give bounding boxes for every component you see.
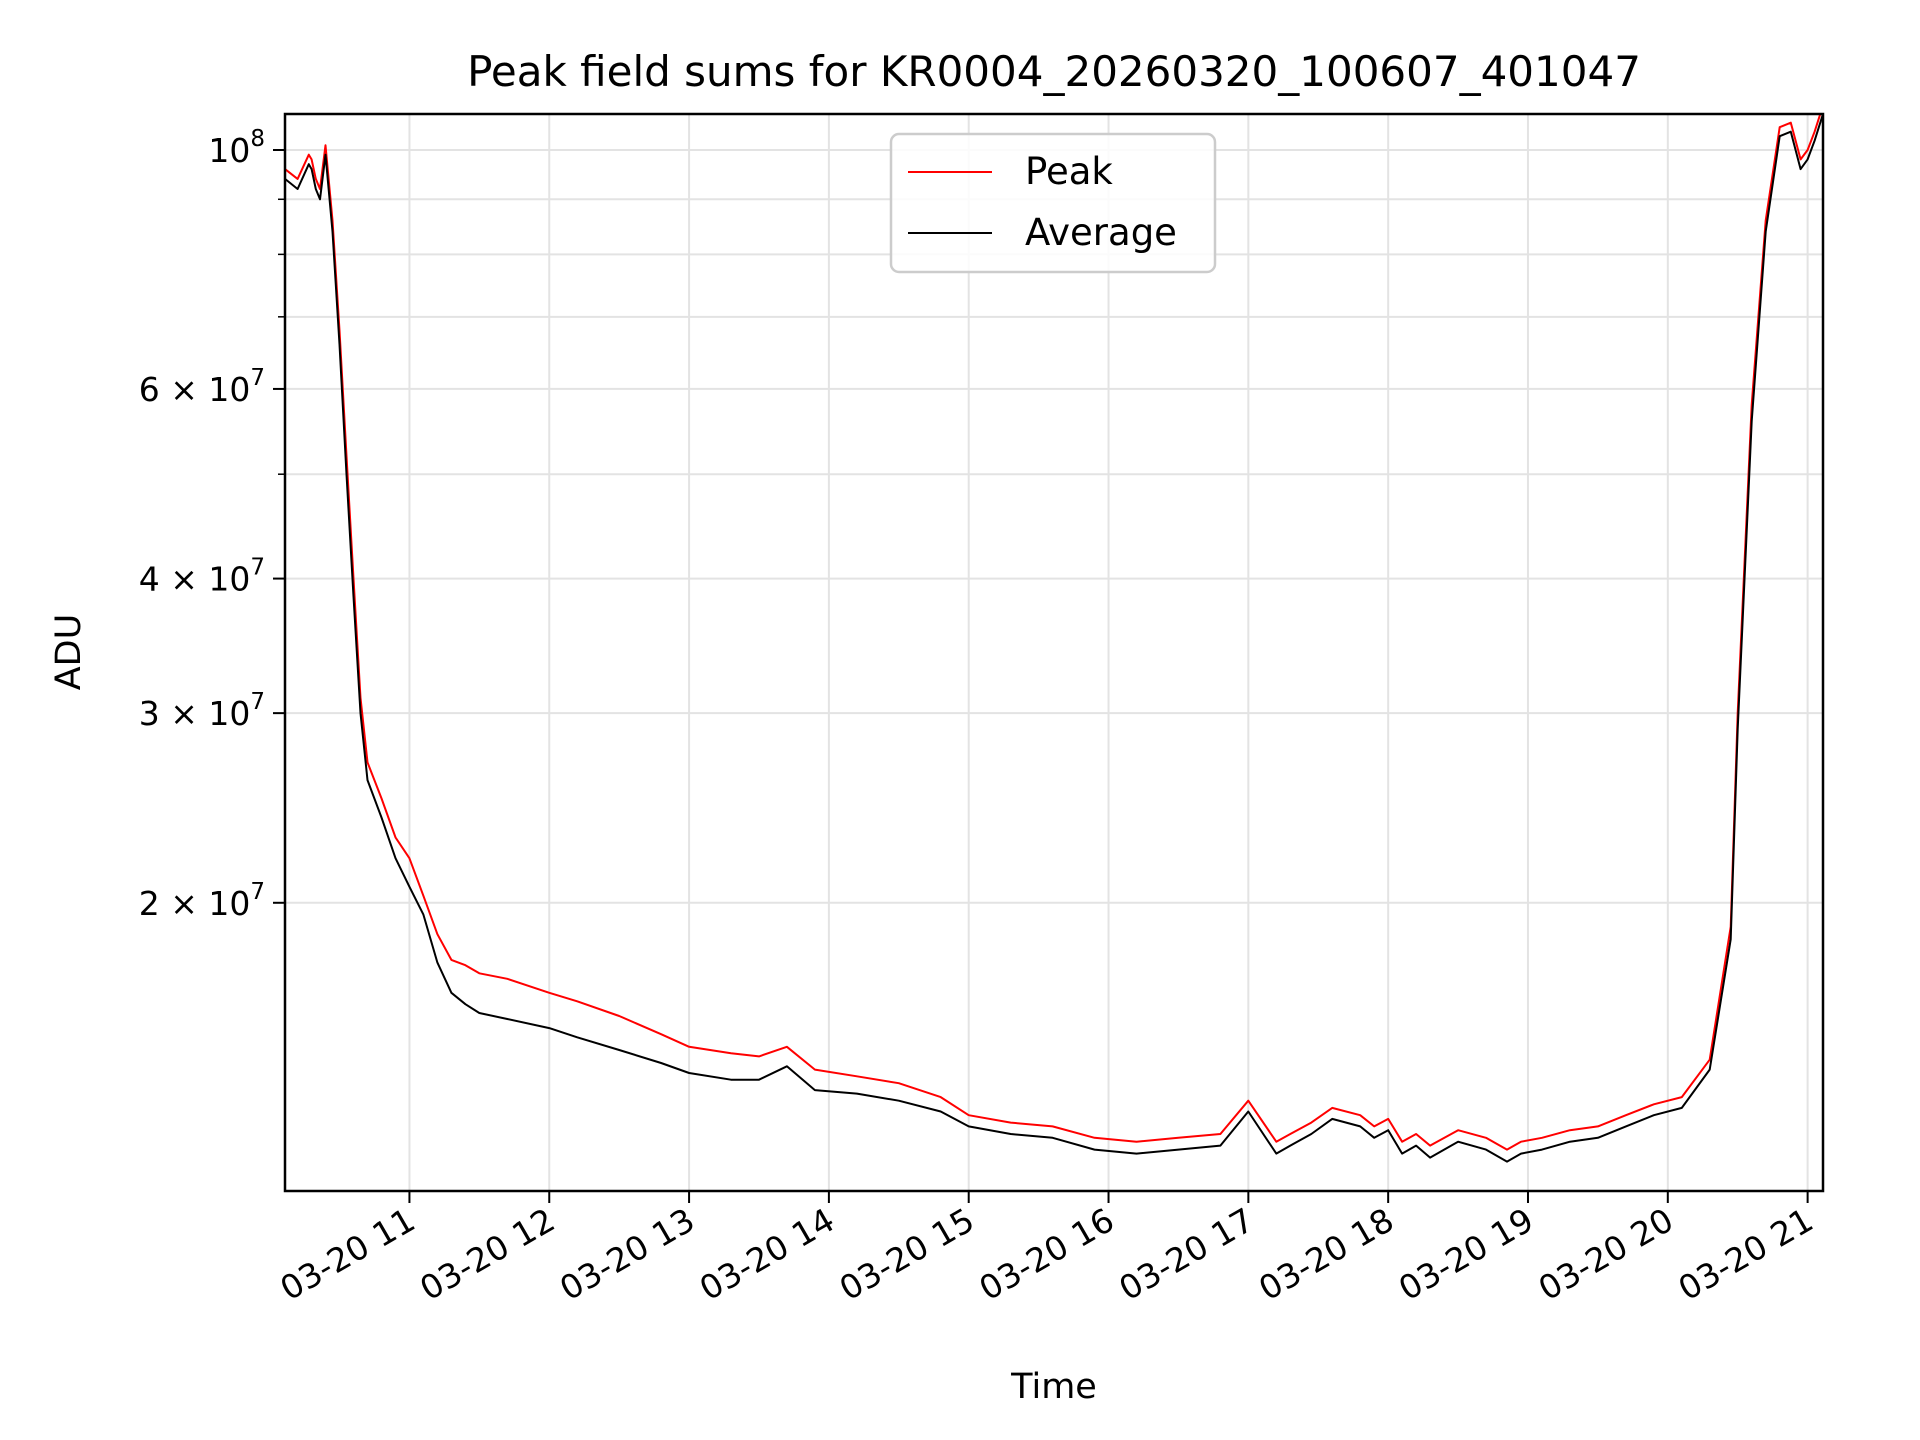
series-line-average <box>285 114 1823 1163</box>
x-tick-label: 03-20 15 <box>833 1200 981 1308</box>
legend-label-peak: Peak <box>1025 150 1113 193</box>
y-tick-label: 108 <box>208 126 265 170</box>
grid <box>285 114 1823 1191</box>
series-layer <box>285 114 1823 1163</box>
x-tick-label: 03-20 17 <box>1112 1200 1260 1308</box>
x-tick-label: 03-20 16 <box>973 1200 1121 1308</box>
x-tick-label: 03-20 18 <box>1252 1200 1400 1308</box>
y-axis-label: ADU <box>49 614 89 691</box>
legend: Peak Average <box>889 132 1217 274</box>
y-tick-label: 6 × 107 <box>139 365 265 409</box>
series-line-peak <box>285 114 1822 1151</box>
y-tick-label: 3 × 107 <box>139 689 265 733</box>
x-tick-label: 03-20 12 <box>413 1200 561 1308</box>
legend-box <box>889 132 1217 274</box>
y-tick-label: 4 × 107 <box>139 555 265 599</box>
legend-label-average: Average <box>1025 211 1177 254</box>
x-tick-label: 03-20 21 <box>1672 1200 1820 1308</box>
x-tick-label: 03-20 14 <box>693 1200 841 1308</box>
y-tick-label: 2 × 107 <box>139 879 265 923</box>
x-tick-label: 03-20 20 <box>1532 1200 1680 1308</box>
x-tick-label: 03-20 11 <box>273 1200 421 1308</box>
x-tick-label: 03-20 13 <box>553 1200 701 1308</box>
x-axis-label: Time <box>1010 1367 1097 1407</box>
x-tick-label: 03-20 19 <box>1392 1200 1540 1308</box>
plot-frame <box>283 112 1825 1193</box>
chart-title: Peak field sums for KR0004_20260320_1006… <box>467 47 1641 96</box>
